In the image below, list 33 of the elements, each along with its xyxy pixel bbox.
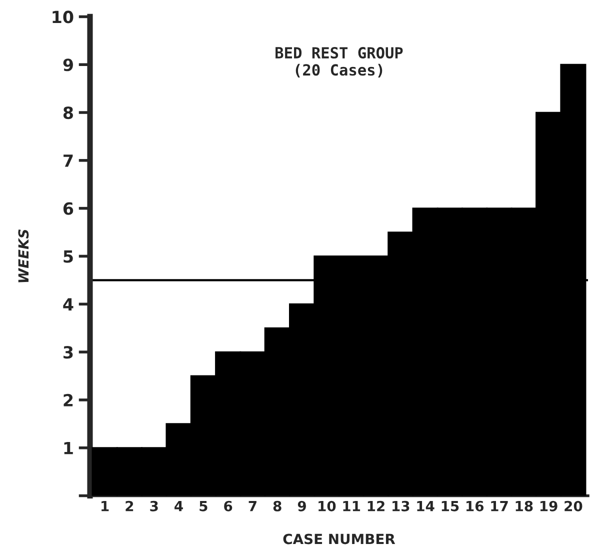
y-tick-label: 5 — [64, 250, 73, 263]
x-tick-label: 20 — [564, 500, 582, 512]
y-tick-label: 1 — [64, 442, 73, 454]
y-tick-label: 6 — [63, 202, 74, 215]
x-tick-label: 15 — [442, 501, 459, 512]
x-tick-label: 10 — [318, 500, 336, 512]
y-tick-label: 7 — [64, 154, 73, 167]
x-tick-label: 2 — [126, 500, 134, 512]
text: BED REST GROUP (20 Cases) — [276, 46, 403, 78]
y-tick-label: 2 — [64, 394, 73, 406]
x-tick-label: 17 — [491, 501, 508, 512]
y-tick-label: 8 — [63, 106, 73, 120]
x-tick-label: 18 — [516, 500, 533, 512]
y-tick-label: 4 — [63, 298, 74, 310]
x-axis-title: CASE NUMBER — [283, 534, 396, 544]
y-tick-label: 9 — [63, 58, 73, 72]
x-tick-label: 11 — [343, 501, 360, 512]
x-tick-label: 16 — [466, 500, 484, 512]
x-tick-label: 6 — [224, 500, 232, 512]
x-tick-label: 9 — [298, 500, 306, 512]
x-tick-label: 12 — [368, 500, 384, 512]
x-tick-label: 5 — [200, 501, 208, 512]
x-tick-label: 4 — [174, 501, 183, 512]
x-tick-label: 3 — [150, 500, 158, 512]
x-tick-label: 8 — [273, 500, 282, 512]
x-tick-label: 13 — [392, 500, 410, 512]
x-tick-label: 19 — [540, 500, 558, 512]
y-tick-label: 3 — [64, 346, 73, 359]
x-tick-label: 1 — [102, 501, 109, 512]
x-tick-label: 14 — [417, 501, 434, 512]
x-tick-label: 7 — [248, 501, 256, 512]
y-tick-label: 10 — [52, 10, 74, 24]
y-axis-title: WEEKS — [18, 229, 29, 282]
